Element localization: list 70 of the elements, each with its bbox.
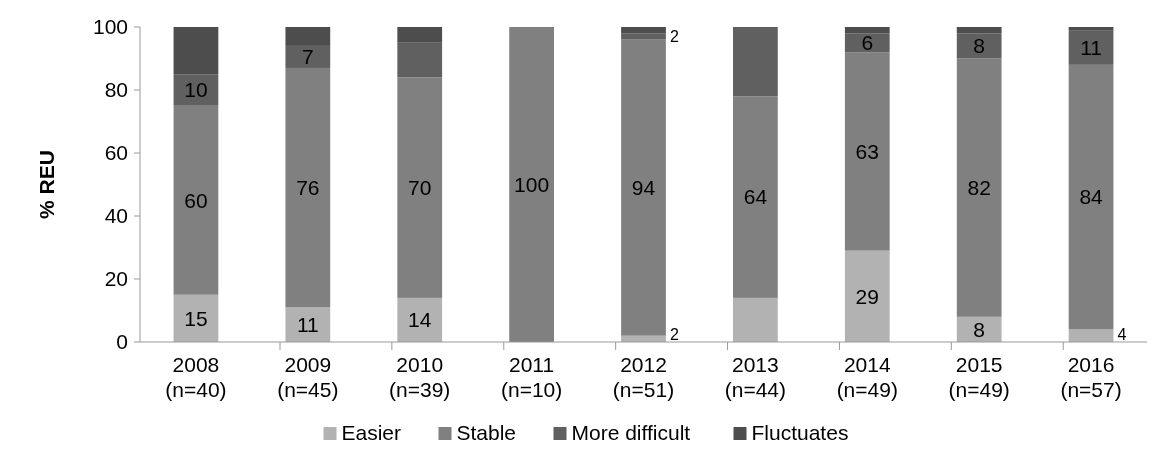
data-label: 11	[296, 313, 319, 337]
x-tick-label: 2013 (n=44)	[724, 353, 787, 402]
bar	[733, 27, 778, 97]
x-tick-label: 2014 (n=49)	[836, 353, 898, 402]
legend-label: Easier	[341, 421, 402, 444]
legend-label: More difficult	[571, 421, 691, 444]
bar	[285, 45, 331, 68]
bar	[509, 27, 554, 342]
data-label: 2	[669, 28, 679, 46]
bar	[285, 307, 331, 342]
bar	[956, 27, 1002, 34]
data-label: 84	[1079, 185, 1104, 209]
y-tick-label: 80	[104, 78, 128, 102]
data-label: 14	[408, 308, 432, 332]
bar	[285, 27, 331, 46]
bar	[844, 27, 890, 34]
bar	[1068, 27, 1114, 31]
x-tick-label: 2009 (n=45)	[277, 353, 339, 402]
x-tick-label: 2016 (n=57)	[1060, 353, 1122, 402]
data-label: 60	[184, 188, 208, 212]
bar	[733, 96, 778, 298]
y-tick-label: 40	[104, 204, 128, 228]
data-label: 11	[1080, 35, 1102, 59]
bar	[844, 52, 890, 251]
bar	[397, 42, 443, 78]
bar	[956, 58, 1002, 317]
bar	[844, 33, 890, 53]
x-tick-label: 2015 (n=49)	[948, 353, 1010, 402]
legend-label: Fluctuates	[751, 421, 849, 444]
data-label: 4	[1117, 325, 1127, 343]
legend-label: Stable	[456, 421, 517, 444]
data-label: 70	[408, 176, 432, 199]
x-tick-label: 2008 (n=40)	[165, 353, 227, 402]
bar	[397, 297, 443, 342]
bar	[397, 77, 443, 298]
data-label: 10	[184, 78, 208, 102]
bar	[733, 297, 778, 342]
bar	[285, 67, 331, 308]
data-label: 15	[184, 306, 208, 330]
bar	[621, 39, 666, 336]
x-tick-label: 2011 (n=10)	[500, 353, 563, 402]
data-label: 76	[296, 176, 320, 199]
bar	[173, 105, 219, 295]
data-label: 29	[855, 284, 879, 308]
x-tick-label: 2010 (n=39)	[389, 353, 451, 402]
data-label: 94	[631, 176, 656, 199]
data-label: 7	[301, 45, 314, 69]
data-label: 82	[967, 176, 991, 199]
bar	[1068, 30, 1114, 65]
y-tick-label: 100	[92, 15, 128, 39]
bar	[621, 27, 666, 34]
data-label: 8	[973, 317, 986, 341]
bar	[1068, 64, 1114, 330]
y-axis-title: % REU	[35, 150, 58, 219]
data-label: 64	[743, 185, 768, 209]
bar	[397, 27, 443, 43]
x-tick-label: 2012 (n=51)	[612, 353, 675, 402]
data-label: 8	[973, 34, 986, 58]
data-label: 63	[855, 139, 879, 163]
data-label: 6	[861, 31, 874, 55]
data-label: 100	[514, 172, 550, 196]
data-label: 2	[669, 325, 679, 343]
y-tick-label: 20	[104, 267, 128, 291]
bar	[173, 27, 219, 75]
y-tick-label: 60	[104, 141, 128, 165]
bar	[1068, 329, 1114, 342]
bar	[844, 250, 890, 342]
y-tick-label: 0	[116, 330, 128, 354]
bar	[956, 33, 1002, 59]
bar	[621, 33, 666, 40]
